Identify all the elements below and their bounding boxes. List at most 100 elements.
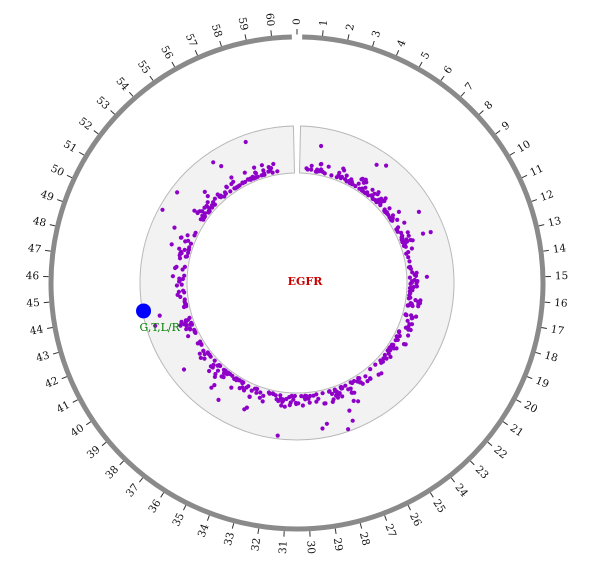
ruler-tick-label: 15 [555, 270, 569, 282]
scatter-point [318, 162, 323, 167]
ruler-tick-label: 34 [196, 522, 212, 539]
scatter-point [347, 408, 352, 413]
ruler-tick-label: 26 [407, 511, 424, 529]
ruler-tick-label: 43 [35, 349, 51, 364]
ruler-tick [440, 75, 445, 81]
scatter-point [404, 313, 409, 318]
scatter-point [408, 266, 413, 271]
scatter-point [407, 275, 412, 280]
scatter-point [304, 394, 309, 399]
scatter-point [211, 160, 216, 165]
ruler-tick [206, 515, 210, 521]
scatter-point [412, 277, 417, 283]
scatter-point [337, 391, 342, 396]
scatter-point [378, 203, 383, 208]
scatter-point [240, 181, 245, 186]
ruler-tick [502, 421, 509, 426]
scatter-point [411, 284, 416, 290]
scatter-point [308, 393, 313, 399]
scatter-point [186, 334, 191, 339]
scatter-point [182, 304, 187, 309]
scatter-point [253, 171, 259, 176]
scatter-point [374, 162, 379, 167]
ruler-tick-label: 49 [39, 188, 56, 204]
scatter-point [250, 174, 255, 179]
scatter-point [197, 351, 202, 356]
mutation-marker[interactable] [136, 303, 152, 319]
scatter-point [356, 181, 361, 186]
scatter-point [224, 185, 229, 190]
scatter-point [309, 167, 314, 172]
ruler-tick [257, 528, 260, 535]
scatter-point [192, 328, 197, 333]
ruler-tick-label: 5 [419, 50, 433, 62]
ruler-tick [66, 174, 73, 179]
scatter-point [229, 175, 234, 180]
ruler-tick [487, 441, 493, 447]
scatter-point [384, 356, 389, 361]
ruler-tick-label: 54 [113, 75, 131, 93]
scatter-point [228, 189, 233, 194]
scatter-point [181, 367, 187, 372]
scatter-point [305, 167, 310, 172]
ruler-tick-label: 24 [452, 482, 470, 500]
scatter-point [408, 327, 413, 333]
scatter-point [368, 367, 373, 372]
ruler-tick-label: 29 [331, 537, 345, 552]
ruler-tick-label: 46 [26, 270, 40, 282]
scatter-point [237, 183, 242, 188]
mutation-label: G,T,L/R [140, 321, 181, 334]
scatter-point [231, 179, 236, 184]
scatter-point [300, 403, 305, 408]
ruler-tick [45, 249, 51, 252]
scatter-point [406, 333, 411, 338]
ruler-tick [460, 91, 466, 97]
scatter-point [227, 371, 233, 377]
scatter-point [407, 322, 412, 327]
scatter-point [309, 163, 314, 168]
ruler-tick-label: 31 [277, 540, 290, 554]
ruler-tick [78, 151, 85, 156]
scatter-point [172, 225, 177, 230]
scatter-point [198, 355, 203, 360]
scatter-point [192, 208, 197, 213]
ruler-tick-label: 36 [146, 497, 163, 515]
ruler-tick [372, 40, 375, 47]
ruler-tick-label: 51 [61, 138, 79, 155]
scatter-point [395, 217, 400, 222]
ruler-tick-label: 14 [552, 242, 567, 256]
scatter-point [212, 383, 217, 388]
scatter-point [266, 165, 271, 170]
scatter-point [276, 398, 281, 404]
ruler-tick [182, 505, 187, 511]
scatter-point [382, 207, 387, 212]
scatter-point [395, 337, 400, 342]
scatter-point [357, 186, 362, 191]
scatter-point [342, 168, 347, 173]
scatter-point [177, 253, 182, 258]
scatter-point [221, 375, 226, 380]
scatter-point [339, 174, 344, 179]
scatter-point [390, 213, 396, 218]
scatter-point [257, 395, 262, 400]
ruler-tick [334, 528, 337, 535]
scatter-point [388, 354, 393, 359]
scatter-point [384, 163, 389, 168]
scatter-point [407, 286, 413, 291]
scatter-point [424, 274, 429, 279]
ruler-tick-label: 60 [263, 12, 276, 27]
ruler-tick-label: 44 [29, 323, 45, 337]
scatter-point [363, 374, 368, 379]
scatter-point [249, 388, 254, 393]
scatter-point [382, 352, 387, 358]
scatter-point [350, 380, 355, 386]
scatter-point [404, 239, 410, 244]
ruler-tick-label: 21 [508, 422, 526, 439]
scatter-point [343, 383, 348, 388]
ruler-tick [347, 34, 350, 40]
ruler-tick-label: 40 [68, 422, 86, 439]
scatter-point [365, 190, 370, 195]
ruler-tick-label: 23 [473, 464, 491, 482]
scatter-point [403, 342, 408, 347]
